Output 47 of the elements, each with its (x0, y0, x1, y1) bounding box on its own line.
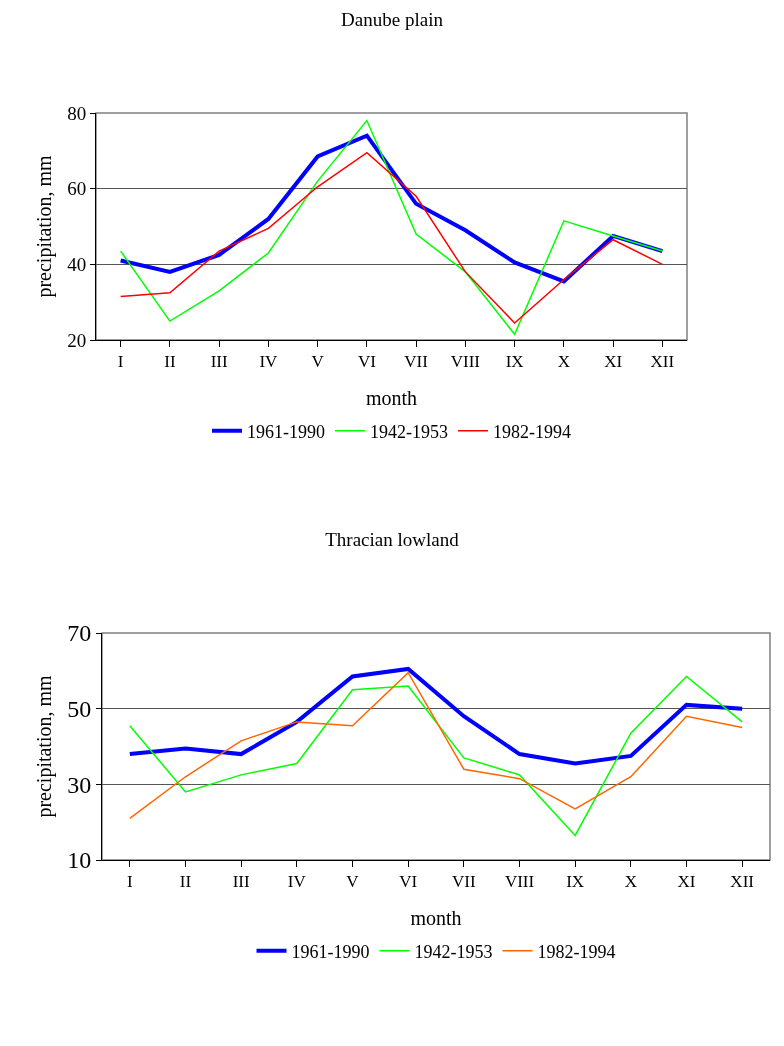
x-tick-label: XII (730, 872, 755, 892)
line-series (127, 666, 745, 766)
x-tick-label: V (311, 352, 325, 372)
y-axis-title: precipitation, mm (32, 674, 56, 818)
x-tick-label: IX (505, 352, 524, 372)
x-tick-label: X (557, 352, 571, 372)
y-tick-label: 70 (67, 620, 92, 647)
legend-label: 1961-1990 (291, 941, 370, 962)
x-tick-label: VIII (504, 872, 535, 892)
x-tick-label: VII (452, 872, 476, 892)
x-tick-label: I (126, 872, 133, 892)
x-tick-label: IV (287, 872, 307, 892)
y-tick-label: 80 (67, 102, 87, 124)
x-tick-label: III (232, 872, 250, 892)
x-tick-label: XII (650, 352, 675, 372)
legend-label: 1982-1994 (493, 421, 571, 442)
x-tick-label: IV (259, 352, 279, 372)
x-tick-label: II (179, 872, 192, 892)
line-series (119, 119, 664, 336)
x-tick-label: VI (357, 352, 377, 372)
y-axis-title: precipitation, mm (32, 154, 56, 298)
line-series (119, 151, 664, 324)
x-axis-title: month (410, 906, 462, 929)
x-tick-label: III (210, 352, 228, 372)
x-tick-label: X (624, 872, 637, 892)
x-tick-label: V (346, 872, 360, 892)
y-tick-label: 50 (67, 696, 92, 723)
x-tick-label: XI (604, 352, 623, 372)
x-tick-label: IX (566, 872, 585, 892)
legend-label: 1961-1990 (247, 421, 325, 442)
x-tick-label: VIII (450, 352, 481, 372)
x-tick-label: VII (404, 352, 429, 372)
y-tick-label: 60 (67, 178, 87, 200)
x-tick-label: II (164, 352, 176, 372)
legend-label: 1942-1953 (414, 941, 493, 962)
x-axis-title: month (365, 386, 418, 409)
chart-title: Thracian lowland (325, 529, 460, 551)
y-tick-label: 20 (67, 329, 87, 351)
y-tick-label: 30 (67, 771, 92, 798)
y-tick-label: 10 (67, 847, 92, 874)
x-tick-label: I (117, 352, 124, 372)
x-tick-label: VI (399, 872, 418, 892)
x-tick-label: XI (677, 872, 696, 892)
chart-title: Danube plain (341, 9, 444, 31)
legend-label: 1982-1994 (537, 941, 616, 962)
y-tick-label: 40 (67, 253, 87, 275)
legend-label: 1942-1953 (370, 421, 448, 442)
